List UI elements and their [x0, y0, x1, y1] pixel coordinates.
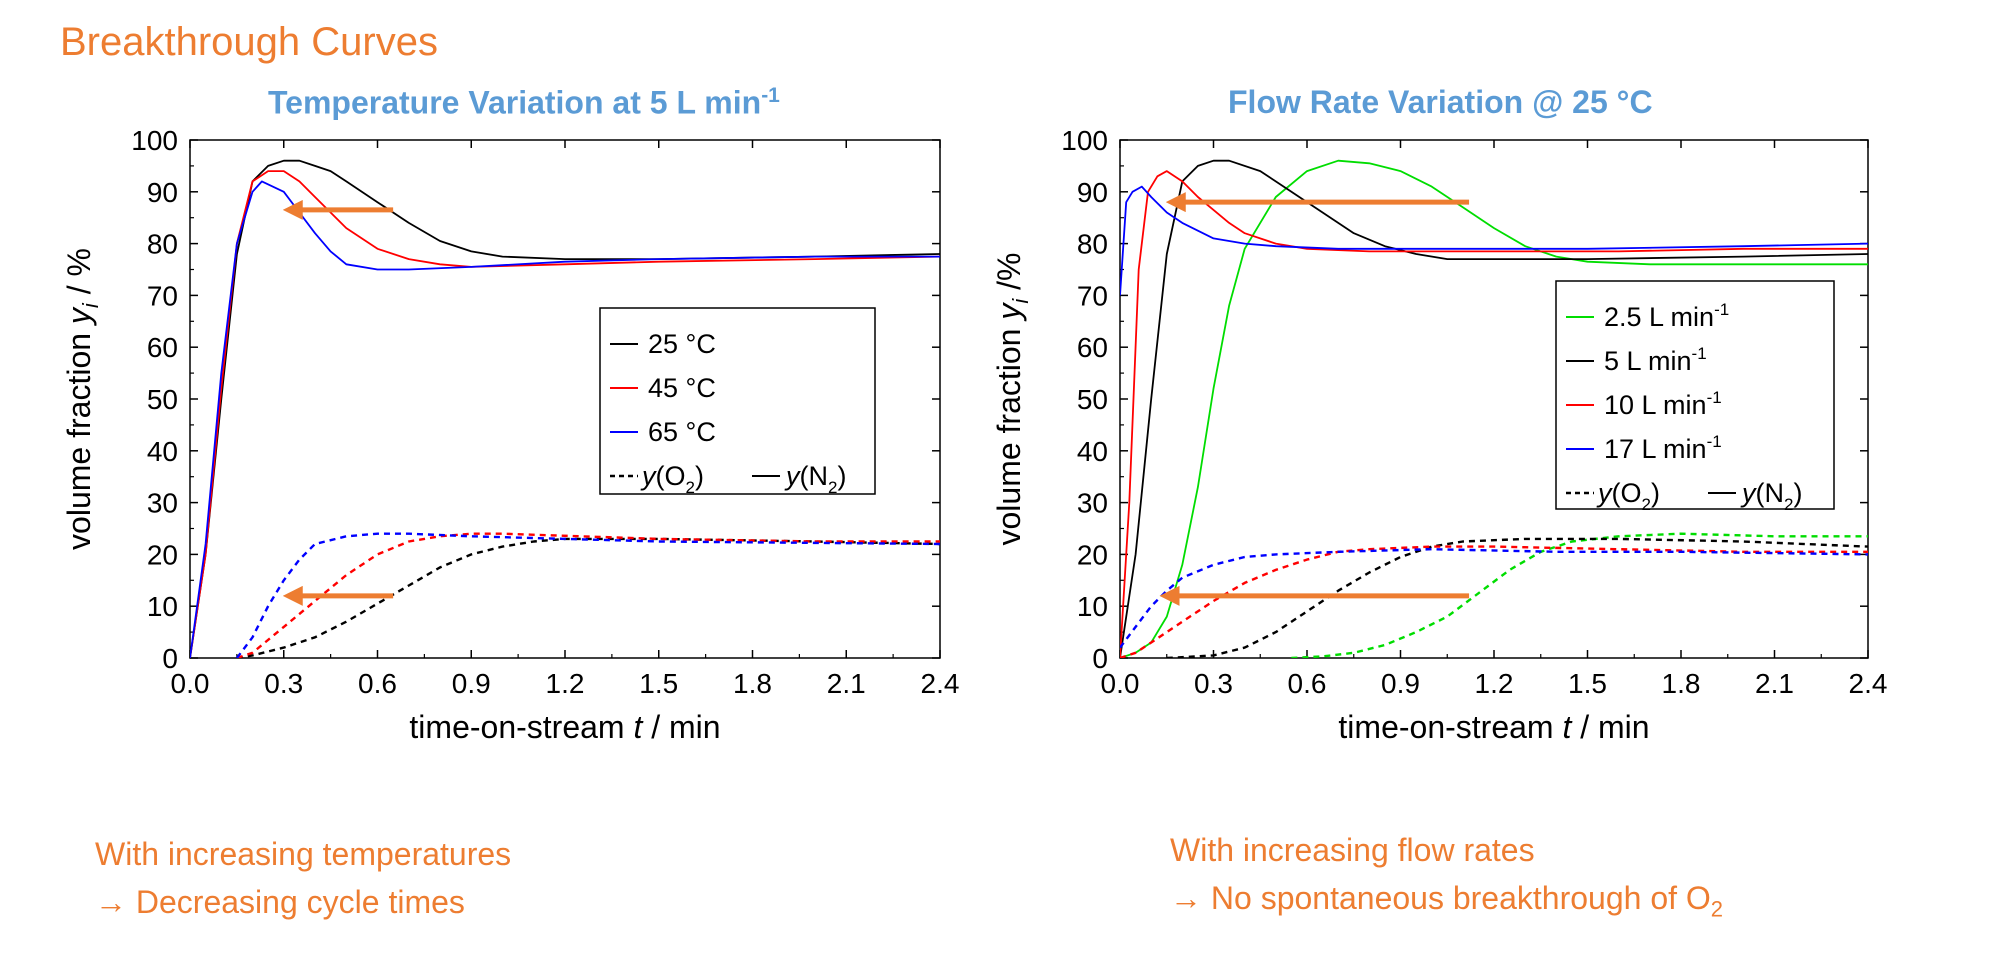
x-tick-label: 2.4: [921, 668, 960, 699]
x-tick-label: 2.4: [1849, 668, 1888, 699]
left-caption: With increasing temperatures → Decreasin…: [95, 830, 511, 926]
x-tick-label: 0.6: [1288, 668, 1327, 699]
legend: 25 °C 45 °C 65 °C y(O2) y(N2): [599, 307, 876, 497]
right-caption: With increasing flow rates → No spontane…: [1170, 826, 1723, 933]
x-axis-label: time-on-stream t / min: [1338, 709, 1649, 745]
series-line-5-l-min-1-n2: [1120, 159, 1868, 658]
y-tick-label: 10: [147, 591, 178, 622]
y-tick-label: 80: [147, 229, 178, 260]
series-group: [190, 159, 940, 658]
series-line-25-c-n2: [190, 159, 940, 658]
y-tick-label: 20: [147, 539, 178, 570]
series-line-2-5-l-min-1-o2: [1291, 532, 1868, 658]
y-tick-label: 0: [1092, 643, 1108, 674]
y-tick-label: 50: [1077, 384, 1108, 415]
legend-box: [599, 307, 876, 495]
series-line-65-c-o2: [235, 532, 940, 658]
arrow-right-icon: →: [1170, 880, 1202, 916]
x-tick-label: 1.2: [1475, 668, 1514, 699]
legend-label-o2: y(O2): [640, 461, 704, 497]
legend-box: [1555, 280, 1835, 510]
x-axis-label: time-on-stream t / min: [409, 709, 720, 745]
legend-label: 17 L min-1: [1604, 432, 1722, 464]
y-tick-label: 30: [147, 488, 178, 519]
chart-title-right: Flow Rate Variation @ 25 °C: [1228, 84, 1653, 120]
series-line-10-l-min-1-o2: [1120, 545, 1868, 658]
series-line-10-l-min-1-n2: [1120, 170, 1868, 658]
series-line-17-l-min-1-n2: [1120, 185, 1868, 296]
series-group: [1120, 159, 1868, 658]
x-tick-label: 1.2: [546, 668, 585, 699]
x-tick-label: 0.3: [264, 668, 303, 699]
x-tick-label: 1.8: [733, 668, 772, 699]
x-tick-label: 1.8: [1662, 668, 1701, 699]
chart-title-left-text: Temperature Variation at 5 L min: [268, 84, 762, 121]
series-line-17-l-min-1-o2: [1120, 548, 1868, 649]
x-tick-label: 0.0: [1101, 668, 1140, 699]
legend-label: 2.5 L min-1: [1604, 300, 1729, 332]
left-caption-line2-row: → Decreasing cycle times: [95, 878, 511, 926]
legend-label: 25 °C: [648, 329, 716, 359]
series-line-5-l-min-1-o2: [1166, 537, 1868, 658]
x-tick-label: 0.0: [171, 668, 210, 699]
y-tick-label: 60: [147, 332, 178, 363]
legend-label: 65 °C: [648, 417, 716, 447]
x-tick-label: 2.1: [1755, 668, 1794, 699]
y-tick-label: 60: [1077, 332, 1108, 363]
y-tick-label: 30: [1077, 488, 1108, 519]
right-caption-line2: No spontaneous breakthrough of O: [1210, 880, 1711, 916]
y-tick-label: 70: [147, 280, 178, 311]
y-tick-label: 40: [1077, 436, 1108, 467]
y-axis-label: volume fraction yi /%: [991, 253, 1033, 546]
x-tick-label: 2.1: [827, 668, 866, 699]
slide-title: Breakthrough Curves: [60, 20, 438, 64]
legend-label-n2: y(N2): [784, 461, 846, 497]
series-line-65-c-n2: [190, 180, 940, 658]
legend-label: 10 L min-1: [1604, 388, 1722, 420]
chart-left: 0.0 0.3 0.6 0.9 1.2 1.5 1.8 2.1 2.4 0 10 20 30 40 50 60…: [61, 125, 959, 745]
x-tick-label: 1.5: [1568, 668, 1607, 699]
right-caption-line2-row: → No spontaneous breakthrough of O2: [1170, 874, 1723, 933]
y-tick-label: 90: [147, 177, 178, 208]
y-tick-label: 20: [1077, 539, 1108, 570]
y-tick-label: 50: [147, 384, 178, 415]
legend-label: 45 °C: [648, 373, 716, 403]
y-axis-label: volume fraction yi / %: [61, 248, 103, 550]
legend-label-o2: y(O2): [1596, 478, 1660, 514]
right-caption-line1: With increasing flow rates: [1170, 832, 1535, 868]
legend-label-n2: y(N2): [1740, 478, 1802, 514]
y-tick-label: 40: [147, 436, 178, 467]
legend: 2.5 L min-1 5 L min-1 10 L min-1 17 L min-1…: [1555, 280, 1835, 514]
right-caption-line2-sub: 2: [1710, 896, 1724, 922]
y-tick-label: 100: [1061, 125, 1108, 156]
y-tick-label: 90: [1077, 177, 1108, 208]
y-tick-label: 100: [131, 125, 178, 156]
x-tick-label: 0.9: [1381, 668, 1420, 699]
y-tick-label: 0: [162, 643, 178, 674]
chart-title-left: Temperature Variation at 5 L min-1: [268, 84, 780, 122]
series-line-25-c-o2: [236, 537, 940, 658]
left-caption-line2: Decreasing cycle times: [135, 884, 465, 920]
x-tick-label: 1.5: [639, 668, 678, 699]
legend-label: 5 L min-1: [1604, 344, 1707, 376]
x-tick-label: 0.9: [452, 668, 491, 699]
y-tick-label: 10: [1077, 591, 1108, 622]
left-caption-line1: With increasing temperatures: [95, 836, 512, 872]
y-tick-label: 70: [1077, 280, 1108, 311]
chart-title-left-sup: -1: [761, 84, 780, 107]
x-tick-label: 0.3: [1194, 668, 1233, 699]
y-tick-label: 80: [1077, 229, 1108, 260]
chart-right: 0.0 0.3 0.6 0.9 1.2 1.5 1.8 2.1 2.4 0 10 20 30 40 50 60…: [991, 125, 1887, 745]
series-line-45-c-o2: [236, 532, 940, 658]
x-tick-label: 0.6: [358, 668, 397, 699]
arrow-right-icon: →: [95, 884, 127, 920]
